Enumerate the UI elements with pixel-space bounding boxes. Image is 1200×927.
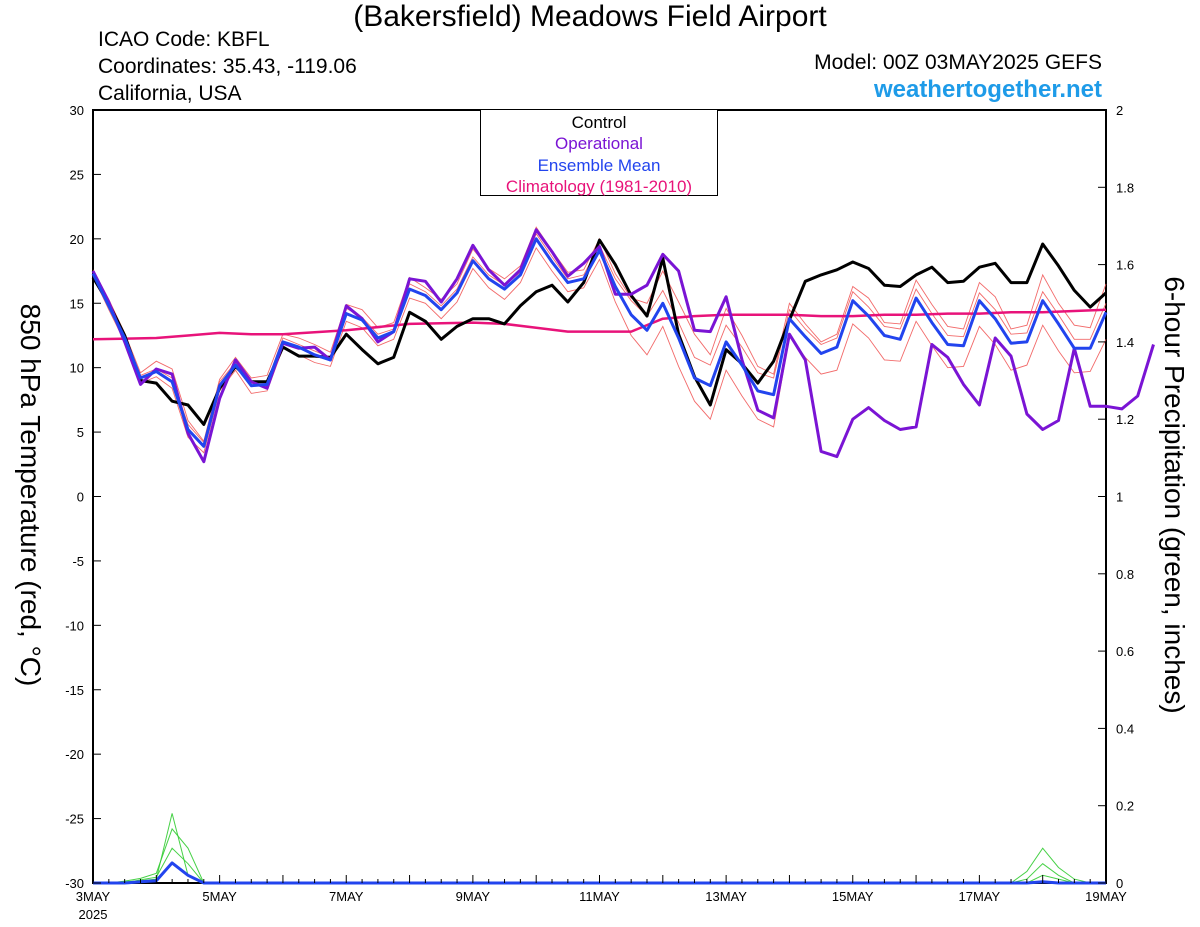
y-left-tick-label: 30 (70, 103, 84, 118)
y-right-tick-label: 1.2 (1116, 412, 1134, 427)
y-left-tick-label: -15 (65, 683, 84, 698)
y-right-tick-label: 0 (1116, 876, 1123, 891)
chart-title: (Bakersfield) Meadows Field Airport (353, 0, 827, 33)
y-right-tick-label: 0.6 (1116, 644, 1134, 659)
region: California, USA (98, 82, 242, 105)
y-right-tick-label: 1 (1116, 490, 1123, 505)
y-right-tick-label: 1.8 (1116, 180, 1134, 195)
y-left-tick-label: -25 (65, 812, 84, 827)
x-tick-label: 17MAY (959, 889, 1001, 904)
legend-operational: Operational (555, 134, 643, 153)
control-line (91, 238, 1108, 426)
site-link[interactable]: weathertogether.net (873, 76, 1102, 103)
x-tick-label: 3MAY (76, 889, 111, 904)
x-tick-label: 5MAY (202, 889, 237, 904)
ensemble-members (92, 226, 1107, 884)
plot-frame (92, 109, 1107, 884)
y-left-tick-label: 25 (70, 167, 84, 182)
ensemble-mean-line (91, 237, 1108, 448)
y-left-tick-label: 5 (77, 425, 84, 440)
main-series (91, 228, 1155, 885)
legend-control: Control (571, 113, 627, 132)
y-left-tick-label: 10 (70, 361, 84, 376)
member-temp-line-2 (92, 246, 1107, 454)
member-precip-line-3 (93, 813, 1106, 884)
y-left-tick-label: -5 (72, 554, 84, 569)
plot-border (92, 109, 1107, 884)
x-tick-label: 9MAY (456, 889, 491, 904)
y-right-tick-label: 1.6 (1116, 258, 1134, 273)
x-tick-label: 15MAY (832, 889, 874, 904)
y-left-tick-label: 0 (77, 490, 84, 505)
coordinates: Coordinates: 35.43, -119.06 (98, 55, 357, 78)
member-temp-line-3 (92, 232, 1107, 444)
y-right-tick-label: 1.4 (1116, 335, 1134, 350)
x-tick-label: 13MAY (705, 889, 747, 904)
x-tick-sublabel: 2025 (79, 907, 108, 922)
y-axis-right-label: 6-hour Precipitation (green, inches) (1159, 276, 1190, 714)
icao-code: ICAO Code: KBFL (98, 28, 270, 51)
y-left-tick-label: 20 (70, 232, 84, 247)
y-left-tick-label: -10 (65, 618, 84, 633)
x-tick-label: 19MAY (1085, 889, 1127, 904)
legend-ensemble-mean: Ensemble Mean (537, 156, 661, 175)
y-axis-left-label: 850 hPa Temperature (red, °C) (15, 303, 46, 687)
y-left-tick-label: 15 (70, 296, 84, 311)
legend-climatology: Climatology (1981-2010) (505, 177, 693, 196)
member-precip-line-1 (93, 827, 1106, 884)
y-left-tick-label: -20 (65, 747, 84, 762)
y-right-tick-label: 0.4 (1116, 721, 1134, 736)
y-right-tick-label: 0.2 (1116, 799, 1134, 814)
y-left-tick-label: -30 (65, 876, 84, 891)
climatology-line (92, 308, 1107, 341)
y-right-tick-label: 0.8 (1116, 567, 1134, 582)
axis-ticks: 302520151050-5-10-15-20-25-3021.81.61.41… (65, 103, 1134, 922)
legend: Control Operational Ensemble Mean Climat… (480, 109, 718, 196)
x-tick-label: 7MAY (329, 889, 364, 904)
x-tick-label: 11MAY (579, 889, 620, 904)
y-right-tick-label: 2 (1116, 103, 1123, 118)
model-run: Model: 00Z 03MAY2025 GEFS (814, 51, 1102, 74)
